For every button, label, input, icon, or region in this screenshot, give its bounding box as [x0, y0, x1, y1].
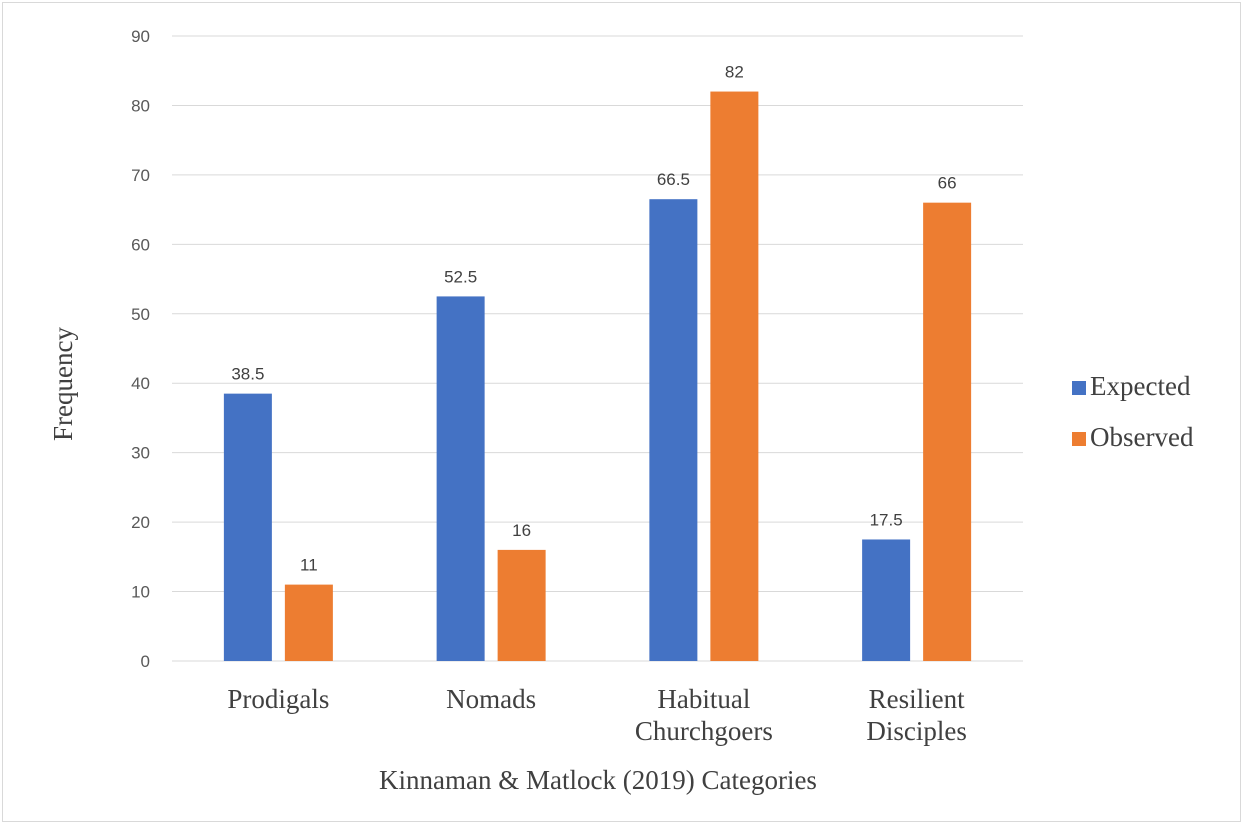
x-category-label: Prodigals — [227, 684, 329, 714]
category-labels: Prodigals Nomads Habitual Churchgoers Resili… — [227, 684, 967, 746]
x-category-label: Nomads — [446, 684, 536, 714]
data-labels: 38.5 11 52.5 16 66.5 82 17.5 66 — [231, 63, 956, 575]
y-tick-label: 80 — [131, 96, 150, 115]
bar-observed — [284, 584, 333, 661]
y-tick-label: 20 — [131, 513, 150, 532]
bar-observed — [710, 91, 759, 662]
data-label: 11 — [300, 556, 318, 575]
y-axis-title: Frequency — [48, 327, 78, 441]
data-label: 16 — [512, 521, 531, 540]
bar-expected — [223, 393, 272, 661]
data-label: 38.5 — [231, 365, 264, 384]
bar-observed — [497, 549, 546, 661]
data-label: 66 — [938, 174, 957, 193]
y-tick-label: 60 — [131, 235, 150, 254]
y-tick-labels: 0 10 20 30 40 50 60 70 80 90 — [131, 27, 150, 671]
x-category-label: Habitual Churchgoers — [635, 684, 773, 746]
legend-swatch-observed — [1072, 432, 1086, 446]
data-label: 52.5 — [444, 267, 477, 286]
legend-swatch-expected — [1072, 381, 1086, 395]
bar-expected — [862, 539, 911, 661]
x-category-label: Resilient Disciples — [866, 684, 967, 746]
bar-expected — [436, 296, 485, 661]
bar-observed — [923, 202, 972, 661]
y-tick-label: 40 — [131, 374, 150, 393]
bars — [223, 91, 972, 662]
y-tick-label: 50 — [131, 305, 150, 324]
y-tick-label: 10 — [131, 583, 150, 602]
y-tick-label: 30 — [131, 444, 150, 463]
data-label: 17.5 — [870, 510, 903, 529]
legend-label-expected: Expected — [1090, 371, 1191, 401]
x-axis-title: Kinnaman & Matlock (2019) Categories — [379, 765, 817, 795]
legend: Expected Observed — [1072, 371, 1194, 452]
y-tick-label: 0 — [141, 652, 150, 671]
y-tick-label: 90 — [131, 27, 150, 46]
legend-label-observed: Observed — [1090, 422, 1194, 452]
data-label: 66.5 — [657, 170, 690, 189]
bar-expected — [649, 199, 698, 661]
y-tick-label: 70 — [131, 166, 150, 185]
data-label: 82 — [725, 63, 744, 82]
